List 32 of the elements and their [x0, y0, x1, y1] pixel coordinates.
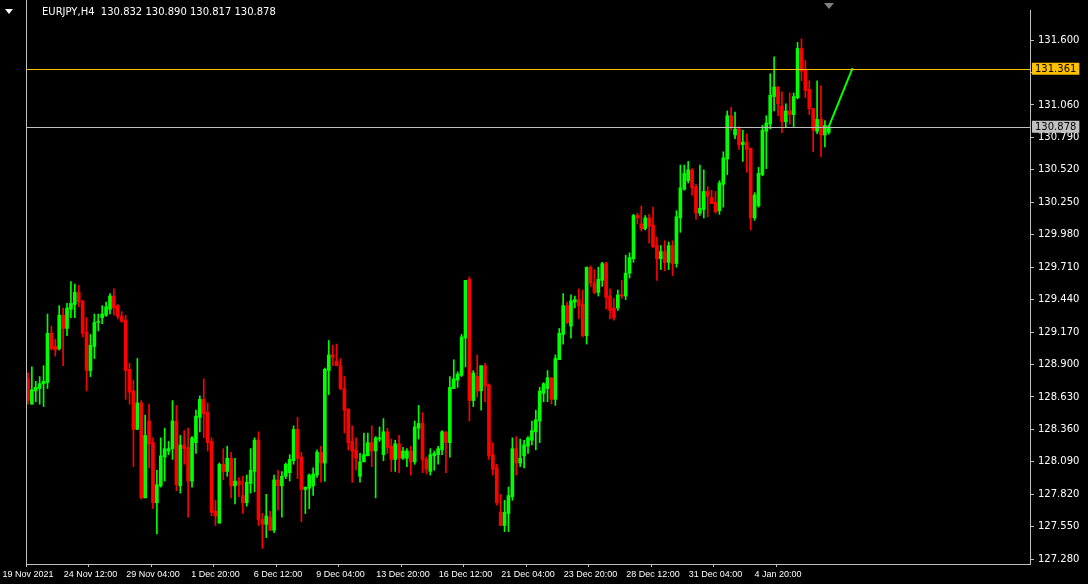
x-tick-label: 31 Dec 04:00 — [688, 568, 743, 579]
x-tick-label: 1 Dec 20:00 — [191, 568, 240, 579]
x-tick-label: 24 Nov 12:00 — [63, 568, 118, 579]
x-tick-label: 16 Dec 12:00 — [438, 568, 493, 579]
y-tick-label: 129.710 — [1038, 260, 1080, 272]
ref-line-label: 131.361 — [1035, 62, 1077, 74]
x-tick-label: 23 Dec 20:00 — [563, 568, 618, 579]
y-tick-label: 128.630 — [1038, 390, 1080, 402]
y-tick-label: 131.060 — [1038, 98, 1080, 110]
chart-title: EURJPY,H4 130.832 130.890 130.817 130.878 — [42, 5, 276, 17]
y-tick-label: 130.790 — [1038, 130, 1080, 142]
y-tick-label: 128.360 — [1038, 423, 1080, 434]
y-tick-label: 128.900 — [1038, 358, 1080, 370]
y-tick-label: 127.550 — [1038, 520, 1080, 532]
x-tick-label: 28 Dec 12:00 — [626, 568, 680, 579]
y-tick-label: 129.440 — [1038, 293, 1080, 305]
y-tick-label: 127.280 — [1038, 552, 1080, 564]
x-tick-label: 4 Jan 20:00 — [754, 568, 802, 579]
y-tick-label: 129.170 — [1038, 325, 1080, 337]
x-tick-label: 13 Dec 20:00 — [376, 568, 430, 579]
y-tick-label: 127.820 — [1038, 487, 1080, 499]
x-tick-label: 9 Dec 04:00 — [316, 568, 365, 579]
x-tick-label: 29 Nov 04:00 — [126, 568, 180, 579]
x-tick-label: 19 Nov 2021 — [2, 568, 54, 579]
x-tick-label: 21 Dec 04:00 — [501, 568, 555, 579]
y-tick-label: 130.250 — [1038, 195, 1080, 207]
y-tick-label: 128.090 — [1038, 455, 1080, 467]
y-tick-label: 129.980 — [1038, 228, 1080, 240]
y-tick-label: 130.520 — [1038, 163, 1080, 175]
x-tick-label: 6 Dec 12:00 — [253, 568, 303, 579]
ref-line-label: 130.878 — [1035, 120, 1077, 132]
y-tick-label: 131.600 — [1038, 33, 1080, 45]
